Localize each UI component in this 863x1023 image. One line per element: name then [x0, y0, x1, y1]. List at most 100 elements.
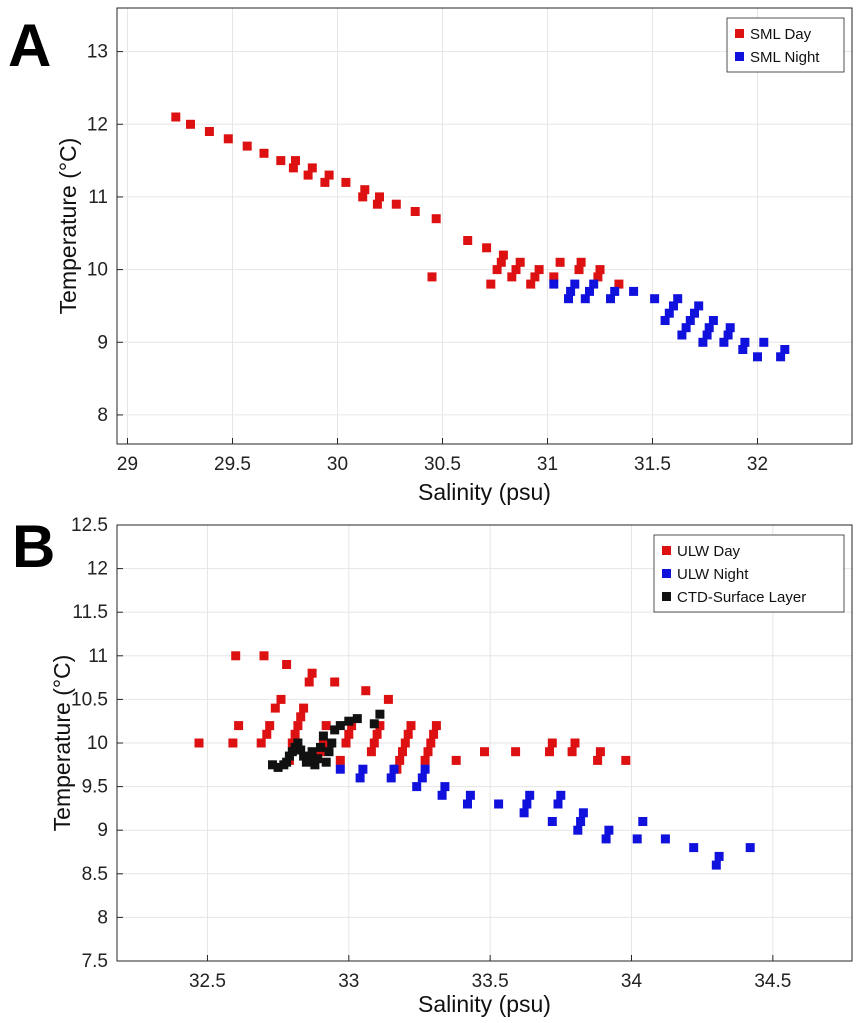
y-tick-label: 9 — [97, 332, 108, 353]
data-point — [307, 163, 317, 173]
data-point — [589, 279, 599, 289]
data-point — [463, 236, 473, 245]
data-point — [372, 199, 382, 209]
data-point — [299, 703, 309, 713]
data-point — [321, 757, 331, 767]
data-point — [403, 729, 413, 739]
y-tick-label: 12 — [87, 559, 108, 580]
panel-a: A 29 29.5 30 30.5 31 31.5 32 8 9 10 11 12 13 Salinit… — [8, 7, 853, 505]
legend-label: ULW Night — [677, 566, 749, 583]
data-point — [335, 764, 345, 774]
y-tick-label: 8.5 — [82, 864, 108, 885]
data-point — [545, 747, 554, 757]
y-tick-label: 13 — [87, 42, 108, 63]
data-point — [708, 316, 718, 325]
data-point — [549, 272, 559, 282]
data-point — [358, 764, 368, 774]
data-point — [299, 751, 309, 761]
legend-a: SML Day SML Night — [726, 17, 845, 73]
legend-marker — [662, 546, 671, 555]
data-point — [515, 257, 525, 267]
data-point — [375, 192, 384, 202]
data-point — [228, 738, 238, 748]
data-point — [296, 712, 306, 722]
x-axis-label-b: Salinity (psu) — [418, 991, 551, 1017]
data-point — [324, 747, 334, 757]
data-point — [231, 651, 241, 661]
data-point — [431, 214, 441, 224]
data-point — [570, 279, 580, 289]
data-point — [534, 265, 544, 275]
y-axis-label-a: Temperature (°C) — [55, 138, 81, 315]
data-point — [296, 745, 306, 755]
data-point — [553, 799, 563, 809]
data-point — [307, 668, 317, 678]
data-point — [223, 134, 233, 144]
y-tick-label: 10 — [87, 733, 108, 754]
data-point — [530, 272, 540, 282]
data-point — [480, 747, 489, 757]
data-point — [698, 337, 708, 347]
panel-letter-a: A — [8, 12, 51, 79]
legend-box — [726, 17, 845, 73]
data-point — [375, 709, 385, 719]
data-point — [290, 729, 300, 739]
data-point — [704, 323, 714, 333]
y-axis-label-b: Temperature (°C) — [49, 655, 75, 832]
data-point — [711, 860, 721, 870]
data-point — [719, 337, 729, 347]
data-point — [610, 286, 620, 296]
data-point — [358, 192, 368, 202]
data-point — [259, 651, 269, 661]
data-point — [745, 843, 755, 853]
data-point — [566, 286, 576, 296]
data-point — [714, 851, 724, 861]
data-point — [677, 330, 687, 340]
data-point — [564, 294, 573, 304]
data-point — [398, 747, 407, 757]
data-point — [507, 272, 517, 282]
data-point — [282, 757, 292, 767]
data-point — [389, 764, 399, 774]
data-point — [593, 755, 603, 765]
data-point — [321, 721, 331, 731]
plot-area-a — [116, 7, 853, 445]
x-tick-label: 32.5 — [189, 971, 226, 992]
data-point — [341, 738, 351, 748]
x-tick-label: 34.5 — [754, 971, 791, 992]
legend-b: ULW Day ULW Night CTD-Surface Layer — [653, 534, 845, 613]
data-point — [330, 725, 340, 735]
data-point — [268, 760, 277, 770]
data-point — [776, 352, 786, 362]
data-point — [344, 716, 354, 726]
data-point — [614, 279, 624, 289]
data-point — [498, 250, 508, 260]
data-point — [638, 817, 648, 826]
data-point — [320, 177, 330, 187]
data-point — [547, 738, 557, 748]
data-point — [673, 294, 683, 304]
y-tick-label: 8 — [97, 907, 108, 928]
data-point — [511, 265, 521, 275]
data-point — [391, 199, 401, 209]
y-tick-label: 12 — [87, 114, 108, 135]
data-point — [723, 330, 733, 340]
data-point — [669, 301, 678, 311]
data-point — [420, 764, 430, 774]
data-point — [629, 286, 639, 296]
data-point — [547, 817, 557, 826]
legend-marker — [735, 29, 744, 38]
x-axis-label-a: Salinity (psu) — [418, 479, 551, 505]
data-point — [463, 799, 472, 809]
data-point — [525, 790, 535, 800]
data-point — [293, 721, 303, 731]
data-point — [606, 294, 615, 304]
data-point — [194, 738, 204, 748]
y-tick-label: 8 — [97, 405, 108, 426]
data-points-b — [194, 651, 755, 870]
data-point — [265, 721, 275, 731]
x-tick-label: 30.5 — [424, 454, 461, 475]
data-point — [355, 773, 365, 783]
data-point — [372, 729, 382, 739]
legend-label: CTD-Surface Layer — [677, 589, 806, 606]
